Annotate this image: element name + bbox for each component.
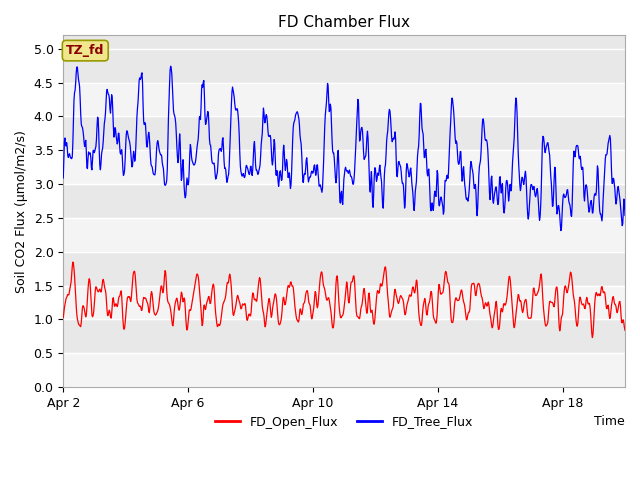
FD_Open_Flux [445,287,453,293]
FD_Tree_Flux [557,228,564,233]
FD_Tree_Flux [307,169,315,175]
Bar [63,286,625,319]
Bar [63,150,625,184]
FD_Open_Flux [307,313,315,319]
Y-axis label: Soil CO2 Flux (μmol/m2/s): Soil CO2 Flux (μmol/m2/s) [15,130,28,293]
FD_Open_Flux [60,315,67,321]
FD_Open_Flux [287,279,295,285]
Bar [63,218,625,252]
FD_Open_Flux [589,335,596,340]
Line: FD_Open_Flux: FD_Open_Flux [63,262,625,337]
FD_Tree_Flux [498,183,506,189]
Title: FD Chamber Flux: FD Chamber Flux [278,15,410,30]
FD_Tree_Flux [167,63,175,69]
FD_Tree_Flux [445,141,453,146]
FD_Tree_Flux [116,151,124,157]
Text: TZ_fd: TZ_fd [66,44,104,57]
FD_Tree_Flux [508,173,516,179]
FD_Open_Flux [508,300,516,306]
Legend: FD_Open_Flux, FD_Tree_Flux: FD_Open_Flux, FD_Tree_Flux [210,410,479,433]
FD_Open_Flux [69,259,77,265]
FD_Open_Flux [498,308,506,313]
FD_Tree_Flux [287,182,295,188]
Line: FD_Tree_Flux: FD_Tree_Flux [63,66,625,230]
FD_Open_Flux [621,327,629,333]
Bar [63,83,625,117]
Text: Time: Time [595,415,625,428]
FD_Tree_Flux [60,175,67,181]
FD_Tree_Flux [621,213,629,218]
FD_Open_Flux [117,288,125,294]
Bar [63,353,625,387]
